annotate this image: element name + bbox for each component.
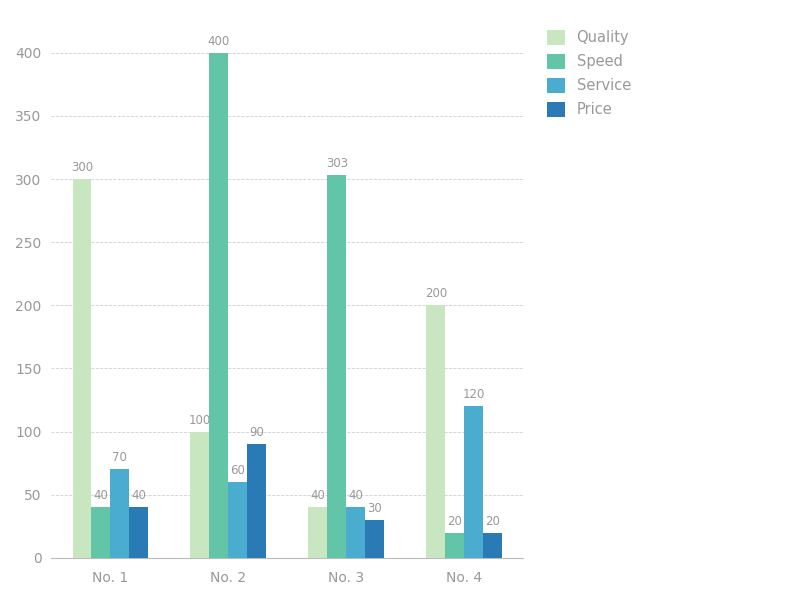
Bar — [129, 508, 148, 558]
Bar — [210, 53, 228, 558]
Text: 200: 200 — [425, 287, 447, 300]
Text: 60: 60 — [230, 464, 245, 477]
Bar — [446, 533, 464, 558]
Legend: Quality, Speed, Service, Price: Quality, Speed, Service, Price — [540, 22, 638, 125]
Text: 40: 40 — [310, 489, 326, 502]
Bar — [327, 175, 346, 558]
Bar — [73, 179, 91, 558]
Bar — [91, 508, 110, 558]
Bar — [309, 508, 327, 558]
Text: 90: 90 — [249, 426, 264, 439]
Bar — [346, 508, 365, 558]
Bar — [228, 482, 247, 558]
Text: 120: 120 — [462, 388, 485, 401]
Bar — [464, 406, 483, 558]
Text: 20: 20 — [485, 515, 500, 527]
Bar — [365, 520, 384, 558]
Text: 20: 20 — [447, 515, 462, 527]
Text: 40: 40 — [131, 489, 146, 502]
Text: 300: 300 — [71, 161, 93, 174]
Bar — [426, 305, 446, 558]
Text: 70: 70 — [112, 451, 127, 464]
Text: 40: 40 — [348, 489, 363, 502]
Bar — [190, 431, 210, 558]
Text: 100: 100 — [189, 413, 211, 427]
Text: 30: 30 — [367, 502, 382, 515]
Text: 40: 40 — [94, 489, 108, 502]
Text: 400: 400 — [208, 35, 230, 48]
Bar — [483, 533, 502, 558]
Bar — [110, 469, 129, 558]
Text: 303: 303 — [326, 157, 348, 170]
Bar — [247, 444, 266, 558]
